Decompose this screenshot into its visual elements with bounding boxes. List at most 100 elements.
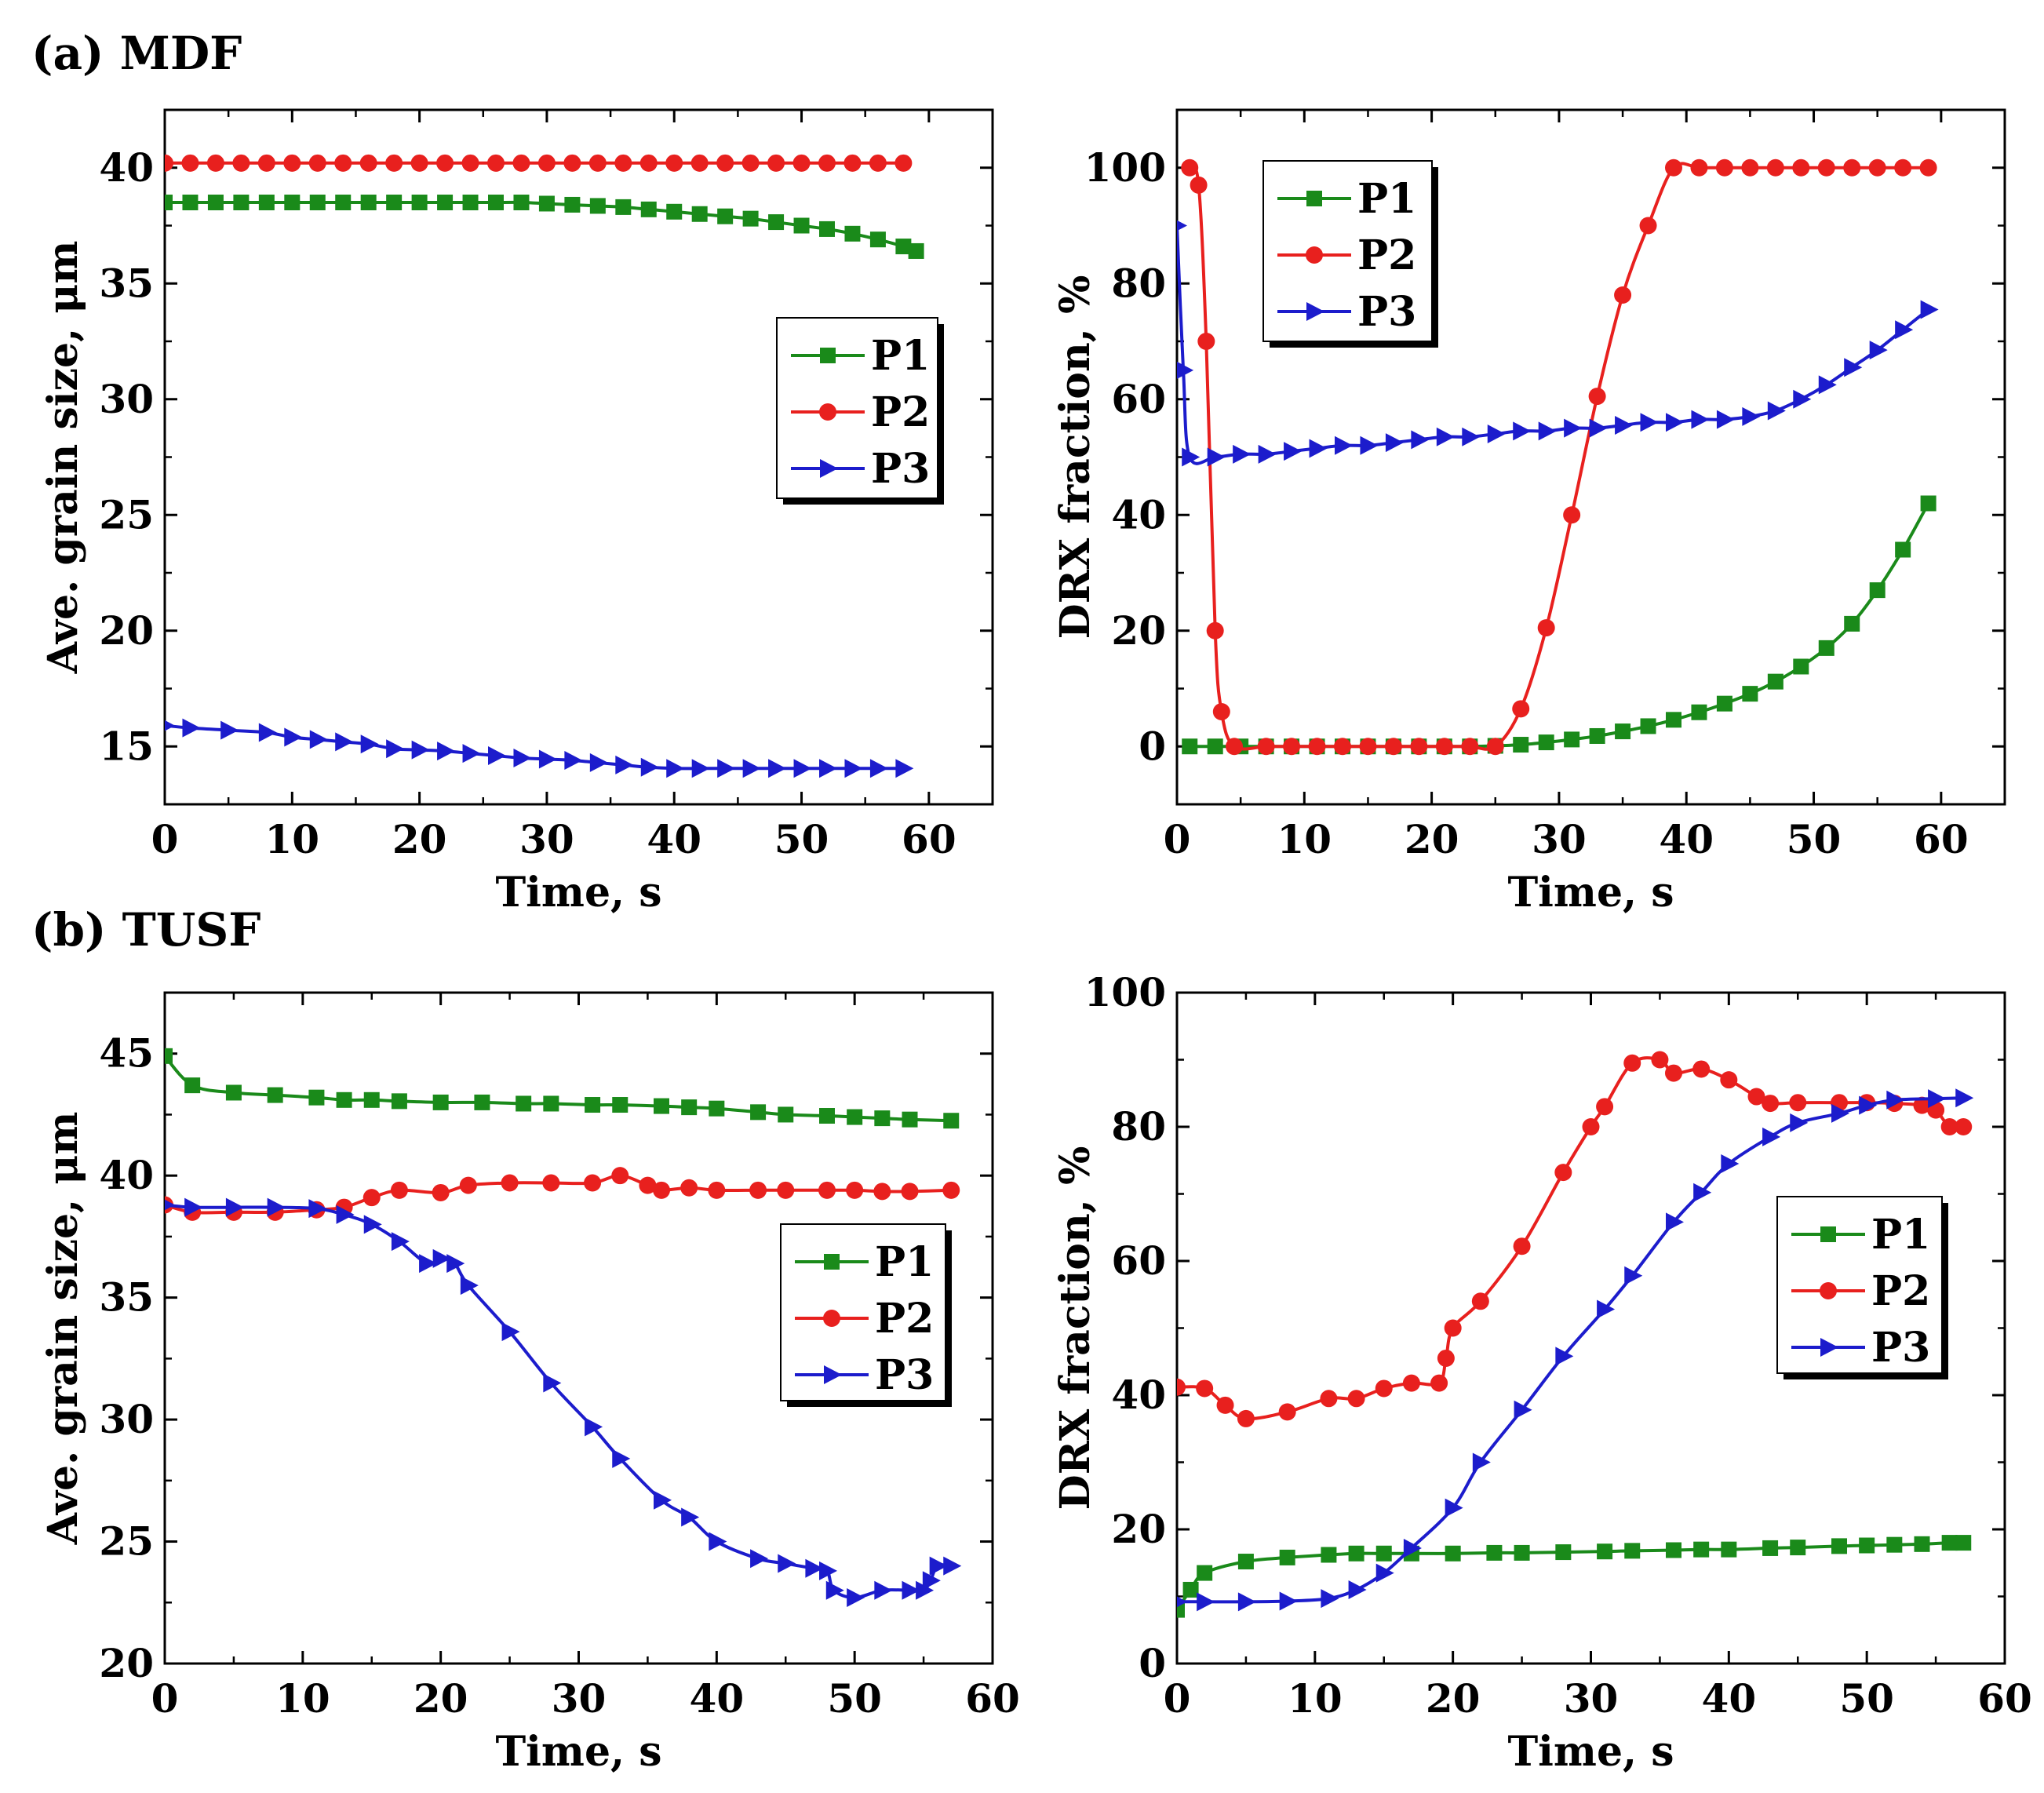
data-point [1843,159,1861,177]
data-point [741,154,760,172]
data-point [615,755,634,774]
data-point [1472,1452,1491,1472]
legend-marker [1820,1226,1836,1242]
legend-marker [1820,1282,1837,1299]
y-tick-label: 20 [1111,1506,1166,1552]
data-point [564,750,583,770]
data-point [1487,425,1506,443]
data-point [1844,358,1863,377]
data-point [1596,1098,1614,1116]
data-point [1538,421,1557,441]
data-point [1588,388,1606,406]
data-point [777,1181,795,1199]
data-point [1894,159,1912,177]
data-point [1564,418,1583,438]
data-point [1914,1536,1930,1552]
x-axis-label: Time, s [1507,869,1674,917]
data-point [654,1098,669,1114]
x-tick-label: 0 [151,1675,179,1722]
data-point [653,1181,670,1199]
data-point [1789,1094,1807,1112]
y-tick-label: 20 [1111,607,1166,654]
data-point [708,1181,726,1199]
x-tick-label: 20 [392,816,447,862]
legend-marker [824,1365,842,1384]
x-tick-label: 10 [1277,816,1332,862]
data-point [1375,1545,1392,1562]
data-point [819,759,837,778]
data-point [847,1109,863,1125]
data-point [1742,406,1761,426]
y-tick-label: 40 [99,1152,154,1198]
legend-label: P3 [1871,1324,1930,1372]
data-point [585,1097,601,1113]
series-P1 [1182,495,1937,755]
data-point [411,195,428,210]
data-point [1359,738,1377,756]
x-tick-label: 0 [1164,816,1191,862]
data-point [1720,1071,1738,1089]
data-point [768,214,785,231]
data-point [1177,1596,1187,1608]
data-point [308,154,326,172]
x-tick-label: 10 [275,1675,330,1722]
data-point [225,1197,244,1217]
data-point [1177,220,1187,231]
data-point [1941,1535,1958,1551]
x-tick-label: 30 [552,1675,607,1722]
chart-4: 0 10 20 30 40 50 60 0 20 40 60 80 100 Time, s DRX frac… [1051,969,2032,1776]
legend: P1 P2 P3 [1776,1196,1948,1379]
data-point [363,1189,381,1207]
legend-box [780,1223,946,1401]
data-point [1384,738,1402,756]
series-P2 [165,154,913,172]
legend-label: P2 [1357,231,1416,279]
data-point [1920,300,1939,319]
data-point [874,1580,893,1600]
data-point [308,1199,327,1219]
legend-box [1776,1196,1943,1374]
series-P3 [165,1197,962,1608]
data-point [390,1181,408,1199]
data-point [874,1110,891,1127]
data-point [844,225,861,242]
legend-marker [820,459,838,478]
data-point [1554,1164,1572,1182]
legend-label: P1 [1871,1211,1930,1259]
legend-label: P2 [875,1295,934,1343]
data-point [778,1554,796,1573]
y-tick-label: 0 [1139,1640,1166,1686]
panel-label-a: (a) MDF [31,27,242,80]
data-point [584,1174,602,1192]
x-tick-label: 30 [519,816,574,862]
data-point [1762,1095,1780,1113]
data-point [1928,1089,1947,1109]
legend-marker [1306,302,1324,321]
data-point [543,1373,562,1393]
data-point [1348,1580,1367,1599]
y-tick-label: 30 [99,376,154,422]
data-point [588,154,607,172]
data-point [1563,506,1581,524]
data-point [1895,541,1911,558]
data-point [563,154,581,172]
data-point [1190,176,1208,194]
data-point [615,199,632,215]
data-point [894,154,913,172]
data-point [474,1094,490,1110]
data-point [335,195,352,210]
data-point [334,154,352,172]
data-point [1767,401,1786,421]
chart-3: 0 10 20 30 40 50 60 20 25 30 35 40 45 Time, s Ave. gra… [39,991,1020,1776]
data-point [902,1580,920,1600]
plots: 0 10 20 30 40 50 60 15 20 25 30 35 40 Time, s Ave. gra… [39,108,2032,1776]
data-point [640,757,659,777]
data-point [1216,1396,1234,1414]
series-P3 [1177,1088,1974,1612]
data-point [1920,495,1937,512]
data-point [1690,159,1708,177]
data-point [793,217,810,234]
y-tick-label: 40 [99,144,154,191]
data-point [501,1322,520,1342]
